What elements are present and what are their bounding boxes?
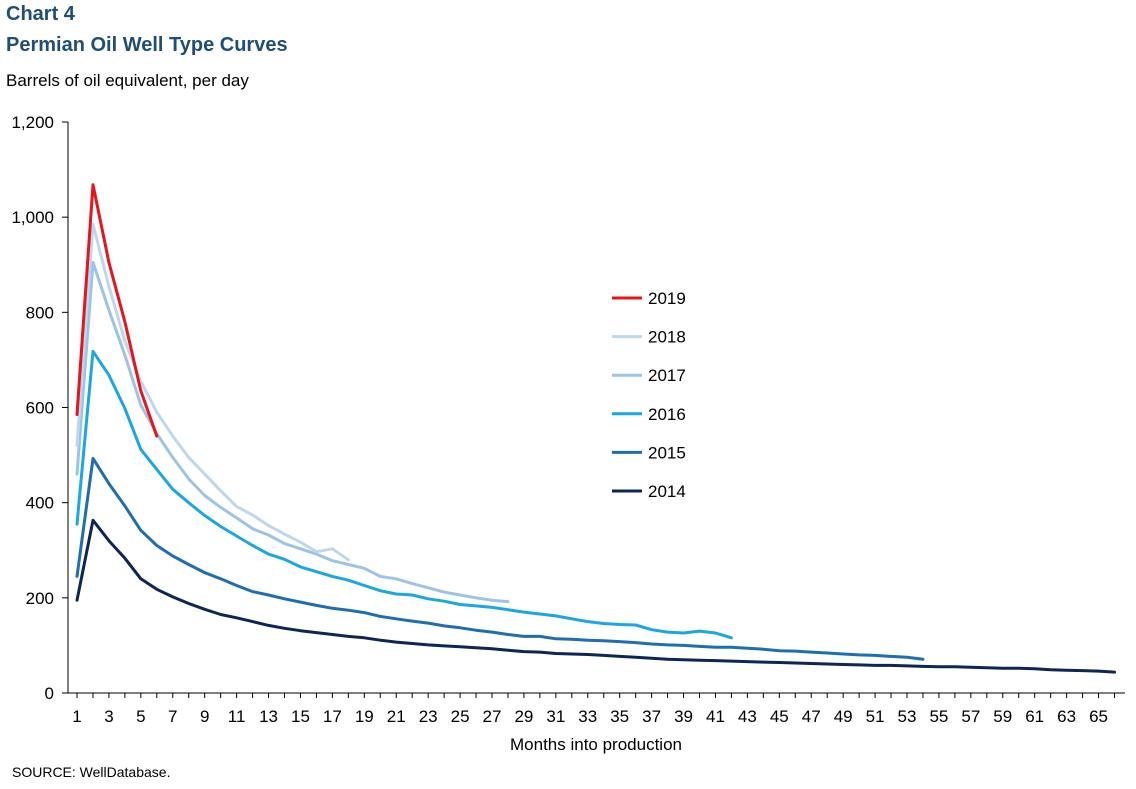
y-unit-label: Barrels of oil equivalent, per day [6,71,249,90]
y-tick-label: 600 [26,399,54,418]
x-tick-label: 23 [419,707,438,726]
x-tick-label: 53 [898,707,917,726]
x-tick-label: 61 [1025,707,1044,726]
y-tick-label: 400 [26,494,54,513]
x-tick-label: 57 [961,707,980,726]
x-tick-label: 9 [200,707,209,726]
x-tick-label: 51 [866,707,885,726]
x-tick-label: 3 [104,707,113,726]
x-tick-label: 11 [228,707,246,726]
legend: 2019 2018 2017 2016 2015 2014 [612,289,686,501]
series-line-2018 [75,222,350,562]
y-tick-label: 0 [45,684,54,703]
x-axis-label: Months into production [510,735,682,754]
chart-title: Permian Oil Well Type Curves [6,34,288,56]
y-tick-label: 1,200 [11,113,54,132]
x-tick-label: 27 [483,707,502,726]
series-line-2014 [75,518,1116,674]
y-tick-label: 800 [26,303,54,322]
legend-label-2017: 2017 [648,366,686,385]
x-tick-label: 47 [802,707,821,726]
x-tick-label: 29 [514,707,533,726]
x-tick-label: 49 [834,707,853,726]
x-tick-label: 1 [72,707,81,726]
legend-label-2015: 2015 [648,443,686,462]
legend-label-2014: 2014 [648,482,686,501]
chart-number: Chart 4 [6,3,75,25]
x-tick-label: 31 [546,707,565,726]
x-tick-label: 19 [355,707,374,726]
x-tick-label: 33 [578,707,597,726]
x-tick-label: 43 [738,707,757,726]
x-tick-label: 37 [642,707,661,726]
x-tick-label: 39 [674,707,693,726]
x-tick-label: 59 [993,707,1012,726]
legend-label-2018: 2018 [648,328,686,347]
y-tick-label: 1,000 [11,208,54,227]
series-lines [75,183,1116,674]
x-tick-label: 13 [259,707,278,726]
x-tick-label: 45 [770,707,789,726]
series-line-2019 [75,183,159,438]
source-note: SOURCE: WellDatabase. [12,764,171,780]
x-tick-label: 55 [929,707,948,726]
x-tick-label: 65 [1089,707,1108,726]
x-tick-label: 7 [168,707,177,726]
x-tick-label: 35 [610,707,629,726]
x-tick-label: 5 [136,707,145,726]
legend-label-2019: 2019 [648,289,686,308]
series-line-2015 [75,456,925,661]
series-line-2017 [75,260,510,604]
x-tick-label: 17 [323,707,342,726]
x-tick-label: 41 [706,707,725,726]
x-tick-label: 21 [387,707,406,726]
x-tick-label: 15 [291,707,310,726]
legend-label-2016: 2016 [648,405,686,424]
x-tick-label: 25 [451,707,470,726]
y-tick-label: 200 [26,589,54,608]
x-tick-label: 63 [1057,707,1076,726]
series-line-2016 [75,349,733,640]
